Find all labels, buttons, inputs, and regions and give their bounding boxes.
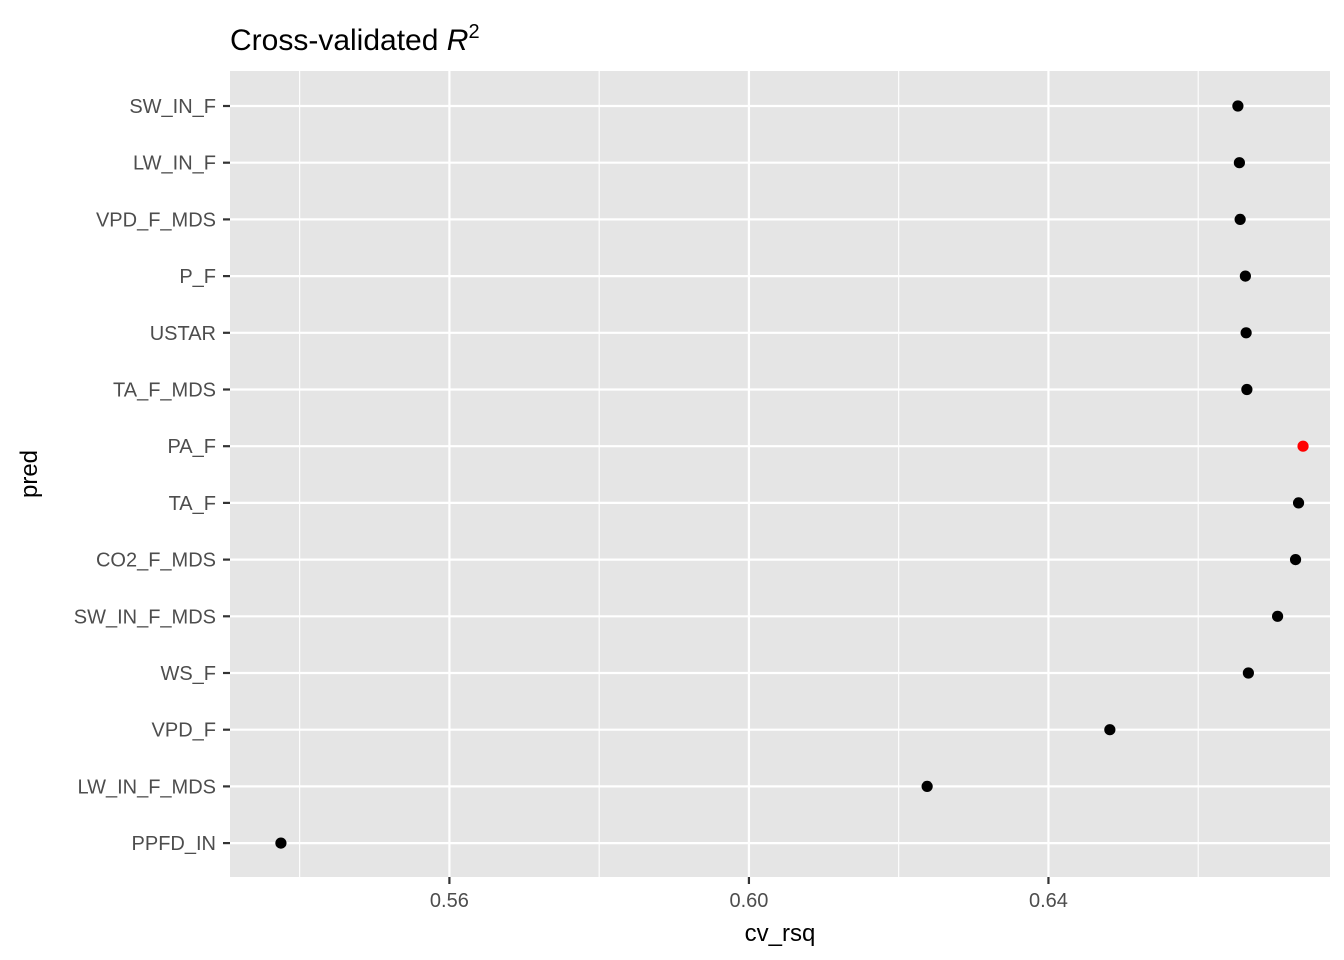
data-point-ws-f <box>1242 667 1254 679</box>
y-tick-label: P_F <box>179 266 216 288</box>
x-tick-label: 0.60 <box>729 890 768 912</box>
y-axis-title: pred <box>16 450 43 498</box>
y-tick-label: LW_IN_F_MDS <box>77 776 216 798</box>
y-tick-label: PA_F <box>167 436 216 458</box>
data-point-ppfd-in <box>275 837 287 849</box>
plot-panel <box>230 71 1330 877</box>
data-point-vpd-f-mds <box>1234 213 1246 225</box>
x-axis-title: cv_rsq <box>745 920 816 947</box>
y-tick-label: VPD_F <box>152 720 216 742</box>
y-tick-label: PPFD_IN <box>132 833 216 855</box>
chart-title-superscript: 2 <box>468 21 479 43</box>
y-tick-label: TA_F <box>169 493 216 515</box>
minor-gridlines <box>299 71 1199 877</box>
data-point-ustar <box>1240 327 1252 339</box>
y-tick-label: VPD_F_MDS <box>96 209 216 231</box>
data-points <box>275 100 1309 849</box>
data-point-sw-in-f-mds <box>1271 610 1284 622</box>
chart-title-text: Cross-validated <box>230 24 447 57</box>
y-axis: SW_IN_F LW_IN_F VPD_F_MDS P_F USTAR TA_F_MDS P… <box>74 96 230 855</box>
x-tick-label: 0.64 <box>1029 890 1068 912</box>
data-point-lw-in-f <box>1233 157 1245 169</box>
data-point-ta-f-mds <box>1241 383 1253 396</box>
x-tick-label: 0.56 <box>430 890 469 912</box>
chart-title: Cross-validated R2 <box>230 21 480 57</box>
data-point-lw-in-f-mds <box>921 780 933 793</box>
data-point-ta-f <box>1292 497 1305 509</box>
data-point-pa-f <box>1297 440 1309 452</box>
data-point-vpd-f <box>1104 724 1116 736</box>
y-tick-label: TA_F_MDS <box>113 380 216 402</box>
y-tick-label: WS_F <box>160 663 216 685</box>
chart-title-math: R <box>447 24 469 57</box>
data-point-p-f <box>1239 270 1251 282</box>
y-tick-label: CO2_F_MDS <box>96 550 216 572</box>
major-gridlines <box>230 71 1330 877</box>
y-tick-label: SW_IN_F <box>129 96 216 118</box>
data-point-co2-f-mds <box>1289 554 1302 566</box>
x-axis: 0.56 0.60 0.64 <box>430 877 1068 912</box>
y-tick-label: LW_IN_F <box>133 153 216 175</box>
data-point-sw-in-f <box>1232 100 1244 112</box>
y-tick-label: USTAR <box>150 323 216 345</box>
y-tick-label: SW_IN_F_MDS <box>74 606 216 628</box>
